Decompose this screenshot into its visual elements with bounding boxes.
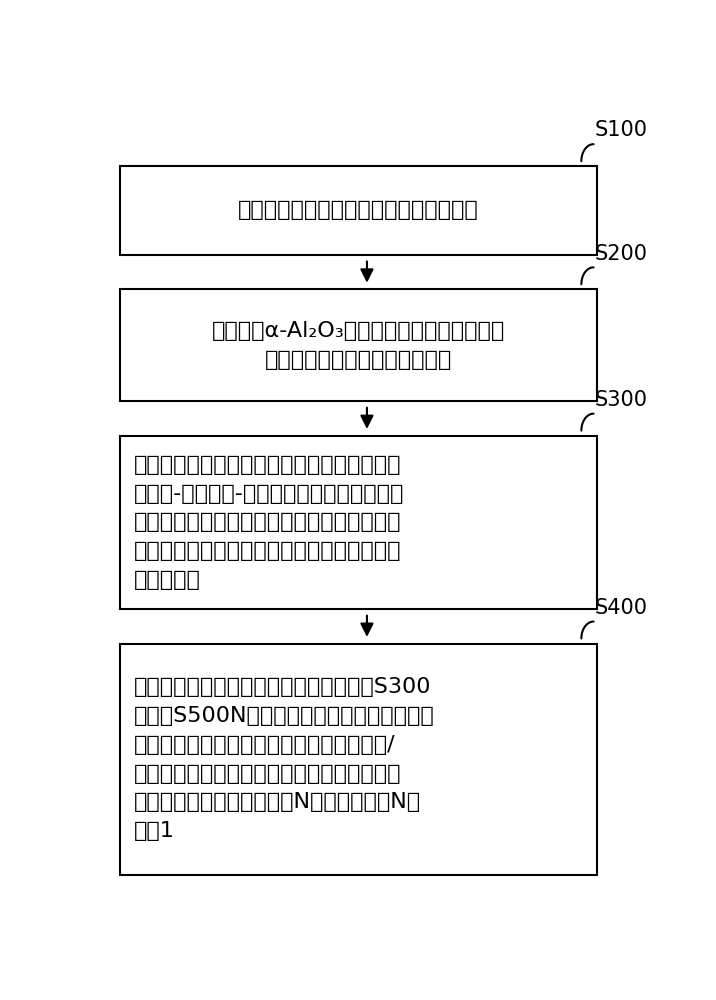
Bar bbox=[120, 644, 597, 875]
Text: S200: S200 bbox=[595, 244, 648, 264]
Text: S400: S400 bbox=[595, 598, 648, 618]
Text: 选取一个或多个重载齿轮作为待处理齿轮: 选取一个或多个重载齿轮作为待处理齿轮 bbox=[238, 200, 479, 220]
Bar bbox=[120, 166, 597, 255]
Bar bbox=[120, 289, 597, 401]
Bar bbox=[120, 436, 597, 609]
Text: S300: S300 bbox=[595, 390, 648, 410]
Text: 采用球形α-Al₂O₃稀土复合粉末对所述待处理
齿轮的表面进行超音速微粒轰击: 采用球形α-Al₂O₃稀土复合粉末对所述待处理 齿轮的表面进行超音速微粒轰击 bbox=[212, 321, 505, 370]
Text: 将所述待处理齿轮置入真空环境中，依据气体
渗碳剂-保护气体-气体渗碳剂的顺序交替通入
气体渗碳剂和保护气体，以对所述待处理齿轮
进行真空渗碳处理，在所述待处理齿: 将所述待处理齿轮置入真空环境中，依据气体 渗碳剂-保护气体-气体渗碳剂的顺序交替… bbox=[134, 455, 405, 590]
Text: 对具有渗碳层的待处理齿轮反复执行步骤S300
至步骤S500N次，直至所述待处理齿轮表面的
渗碳层的厚度大于或等于预设渗碳层厚度和/
或所述待处理齿轮表面的渗碳: 对具有渗碳层的待处理齿轮反复执行步骤S300 至步骤S500N次，直至所述待处理… bbox=[134, 677, 435, 841]
Text: S100: S100 bbox=[595, 120, 648, 140]
